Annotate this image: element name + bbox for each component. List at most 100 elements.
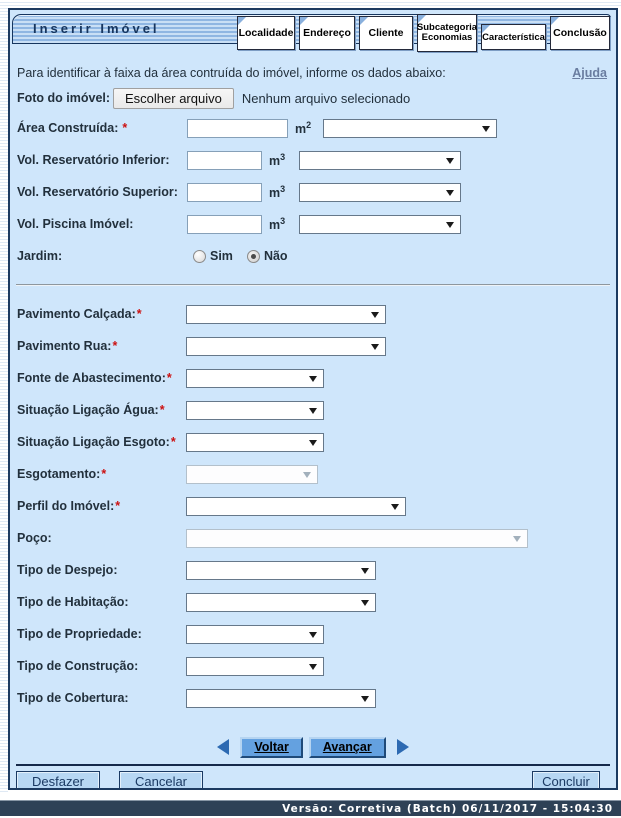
- jardim-label: Jardim:: [17, 249, 63, 263]
- chevron-down-icon: [446, 221, 454, 228]
- tipo-habitacao-select[interactable]: [186, 592, 376, 612]
- version-bar: Versão: Corretiva (Batch) 06/11/2017 - 1…: [0, 800, 621, 816]
- chevron-down-icon: [371, 311, 379, 318]
- tab-caracteristica[interactable]: Característica: [481, 24, 546, 50]
- pavimento-calcada-label: Pavimento Calçada:*: [17, 307, 142, 321]
- tab-caracteristica-label: Característica: [482, 31, 545, 43]
- vol-reservatorio-superior-input[interactable]: [187, 182, 262, 202]
- concluir-button[interactable]: Concluir: [532, 770, 600, 788]
- vol-reservatorio-inferior-input[interactable]: [187, 150, 262, 170]
- jardim-option-sim[interactable]: Sim: [193, 249, 233, 263]
- tipo-despejo-row: Tipo de Despejo:: [10, 554, 616, 586]
- intro-row: Para identificar à faixa da área contruí…: [10, 56, 616, 84]
- chevron-down-icon: [309, 407, 317, 414]
- pavimento-rua-row: Pavimento Rua:*: [10, 330, 616, 362]
- footer-divider: [16, 764, 610, 766]
- jardim-row: Jardim: Sim Não: [10, 240, 616, 272]
- tipo-habitacao-row: Tipo de Habitação:: [10, 586, 616, 618]
- tab-localidade[interactable]: Localidade: [237, 16, 295, 50]
- version-text: Versão: Corretiva (Batch) 06/11/2017 - 1…: [282, 802, 613, 815]
- pavimento-rua-select[interactable]: [186, 336, 386, 356]
- fonte-abastecimento-select[interactable]: [186, 368, 324, 388]
- poco-label: Poço:: [17, 531, 52, 545]
- tab-subcategoria-line1: Subcategoria: [416, 21, 478, 33]
- tipo-construcao-select[interactable]: [186, 656, 324, 676]
- situacao-ligacao-agua-select[interactable]: [186, 400, 324, 420]
- vol-piscina-imovel-unit: m3: [269, 215, 286, 233]
- tipo-propriedade-select[interactable]: [186, 624, 324, 644]
- tab-endereco[interactable]: Endereço: [299, 16, 355, 50]
- tab-subcategoria-economias[interactable]: Subcategoria Economias: [417, 14, 477, 52]
- chevron-down-icon: [361, 567, 369, 574]
- chevron-down-icon: [446, 189, 454, 196]
- vol-piscina-imovel-select[interactable]: [299, 214, 461, 234]
- pavimento-calcada-select[interactable]: [186, 304, 386, 324]
- poco-row: Poço:: [10, 522, 616, 554]
- tab-localidade-label: Localidade: [238, 27, 294, 39]
- cancelar-button[interactable]: Cancelar: [119, 770, 203, 788]
- tab-endereco-label: Endereço: [303, 27, 351, 39]
- chevron-down-icon: [482, 125, 490, 132]
- wizard-navigation: Voltar Avançar: [10, 736, 616, 758]
- pavimento-calcada-row: Pavimento Calçada:*: [10, 298, 616, 330]
- tab-cliente[interactable]: Cliente: [359, 16, 413, 50]
- required-mark: *: [122, 121, 128, 135]
- tab-conclusao[interactable]: Conclusão: [550, 16, 610, 50]
- tipo-cobertura-label: Tipo de Cobertura:: [17, 691, 129, 705]
- vol-reservatorio-superior-unit: m3: [269, 183, 286, 201]
- jardim-nao-label: Não: [263, 249, 288, 263]
- intro-text: Para identificar à faixa da área contruí…: [17, 66, 446, 80]
- vol-reservatorio-inferior-unit: m3: [269, 151, 286, 169]
- pavimento-rua-label: Pavimento Rua:*: [17, 339, 118, 353]
- help-link[interactable]: Ajuda: [572, 66, 607, 80]
- tipo-cobertura-row: Tipo de Cobertura:: [10, 682, 616, 714]
- situacao-ligacao-esgoto-label: Situação Ligação Esgoto:*: [17, 435, 176, 449]
- avancar-button[interactable]: Avançar: [308, 736, 386, 758]
- fonte-abastecimento-label: Fonte de Abastecimento:*: [17, 371, 172, 385]
- esgotamento-label: Esgotamento:*: [17, 467, 107, 481]
- area-construida-row: Área Construída: * m2: [10, 112, 616, 144]
- forward-arrow-icon[interactable]: [396, 739, 409, 755]
- area-construida-label: Área Construída: *: [17, 121, 128, 135]
- tab-subcategoria-line2: Economias: [421, 32, 473, 43]
- inserir-imovel-panel: Inserir Imóvel Localidade Endereço Clien…: [8, 8, 618, 790]
- area-construida-unit: m2: [295, 119, 312, 137]
- tipo-despejo-select[interactable]: [186, 560, 376, 580]
- jardim-option-nao[interactable]: Não: [246, 249, 288, 263]
- chevron-down-icon: [371, 343, 379, 350]
- situacao-ligacao-agua-label: Situação Ligação Água:*: [17, 403, 165, 417]
- radio-checked-icon[interactable]: [246, 249, 260, 263]
- area-construida-input[interactable]: [187, 118, 288, 138]
- vol-reservatorio-inferior-select[interactable]: [299, 150, 461, 170]
- jardim-sim-label: Sim: [210, 249, 233, 263]
- tipo-propriedade-row: Tipo de Propriedade:: [10, 618, 616, 650]
- back-arrow-icon[interactable]: [217, 739, 230, 755]
- tipo-propriedade-label: Tipo de Propriedade:: [17, 627, 142, 641]
- voltar-button[interactable]: Voltar: [240, 736, 303, 758]
- vol-reservatorio-superior-select[interactable]: [299, 182, 461, 202]
- chevron-down-icon: [309, 663, 317, 670]
- area-construida-select[interactable]: [323, 118, 497, 138]
- perfil-imovel-select[interactable]: [186, 496, 406, 516]
- vol-reservatorio-inferior-label: Vol. Reservatório Inferior:: [17, 153, 170, 167]
- vol-reservatorio-superior-row: Vol. Reservatório Superior: m3: [10, 176, 616, 208]
- tipo-construcao-row: Tipo de Construção:: [10, 650, 616, 682]
- choose-file-button[interactable]: Escolher arquivo: [113, 87, 234, 109]
- chevron-down-icon: [446, 157, 454, 164]
- tipo-cobertura-select[interactable]: [186, 688, 376, 708]
- vol-reservatorio-superior-label: Vol. Reservatório Superior:: [17, 185, 178, 199]
- file-status-text: Nenhum arquivo selecionado: [241, 90, 411, 106]
- radio-unchecked-icon[interactable]: [193, 249, 206, 263]
- situacao-ligacao-esgoto-select[interactable]: [186, 432, 324, 452]
- poco-select-disabled: [186, 528, 528, 548]
- vol-piscina-imovel-input[interactable]: [187, 214, 262, 234]
- situacao-ligacao-agua-row: Situação Ligação Água:*: [10, 394, 616, 426]
- photo-label: Foto do imóvel:: [17, 91, 111, 105]
- desfazer-button[interactable]: Desfazer: [16, 770, 100, 788]
- chevron-down-icon: [309, 439, 317, 446]
- situacao-ligacao-esgoto-row: Situação Ligação Esgoto:*: [10, 426, 616, 458]
- chevron-down-icon: [309, 375, 317, 382]
- tipo-construcao-label: Tipo de Construção:: [17, 659, 139, 673]
- page-title: Inserir Imóvel: [33, 21, 160, 36]
- chevron-down-icon: [513, 535, 521, 542]
